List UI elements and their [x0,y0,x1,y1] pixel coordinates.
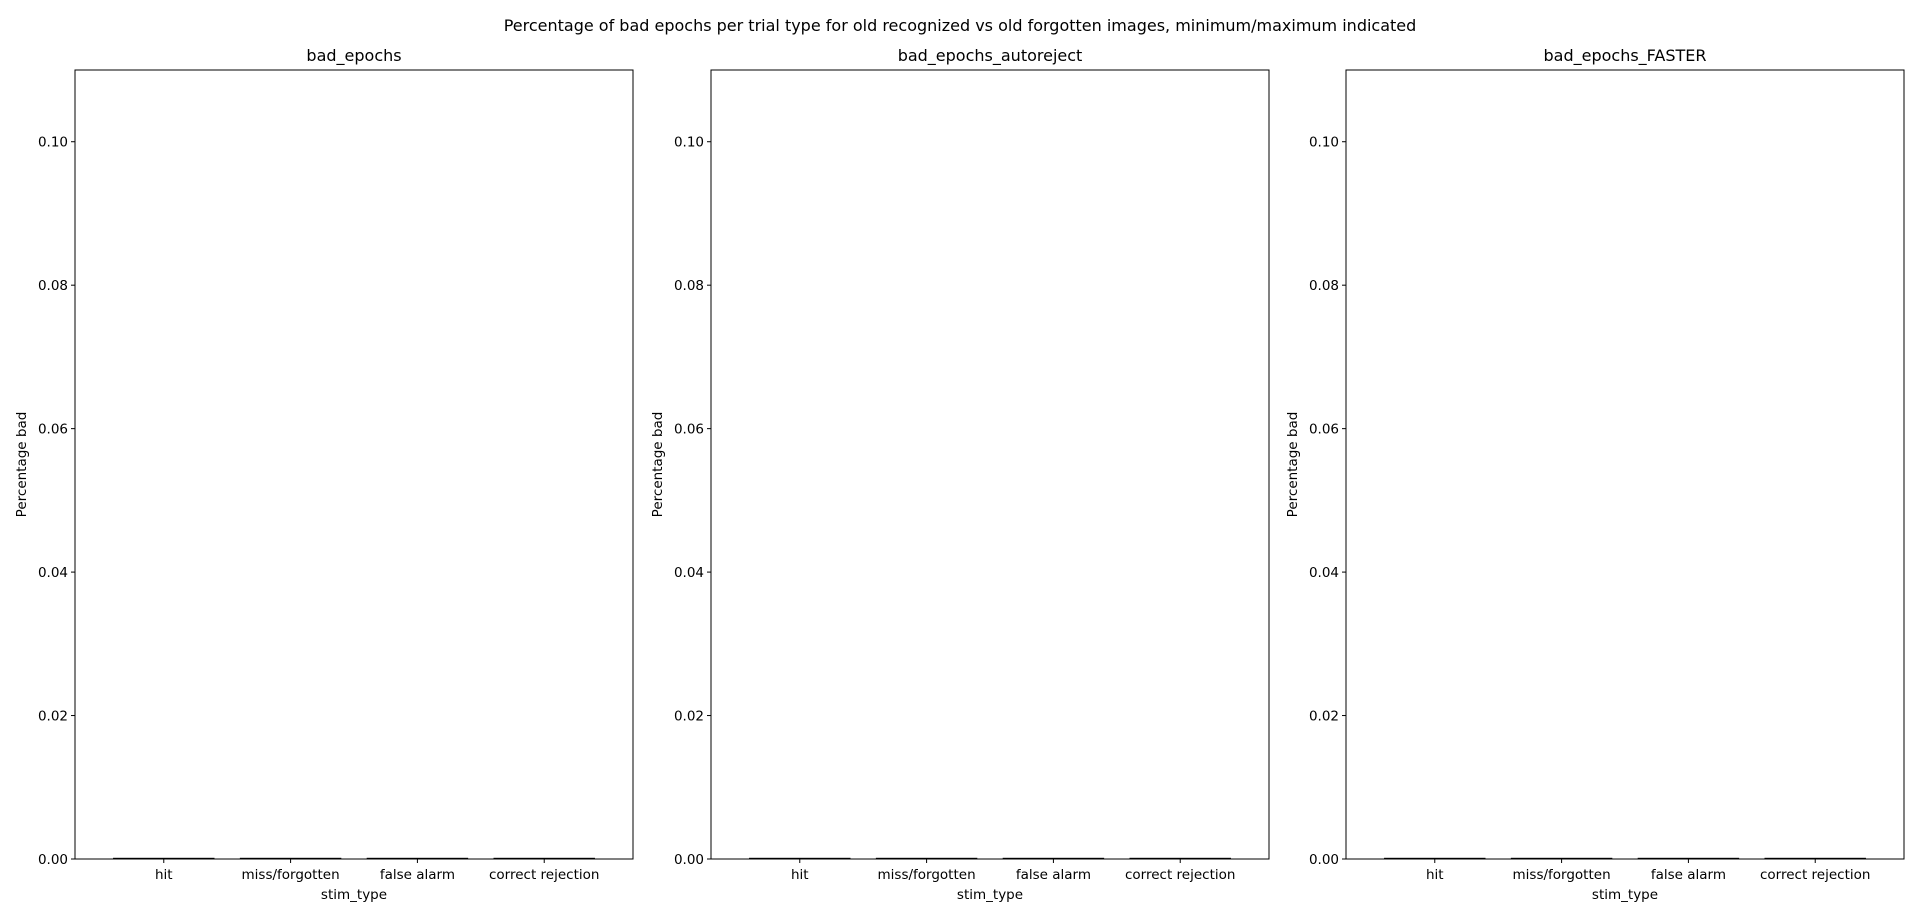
y-tick-label: 0.04 [38,565,68,581]
y-tick-label: 0.08 [674,278,704,294]
y-tick-label: 0.00 [674,852,704,868]
x-tick-label: miss/forgotten [878,867,976,883]
subplot-3: bad_epochs_FASTER 0.00 0.02 0.04 0.06 0.08 0.1… [1285,46,1905,903]
subplot-title: bad_epochs_autoreject [898,46,1083,66]
x-tick-label: hit [1426,867,1444,883]
x-tick-label: correct rejection [1760,867,1870,883]
y-axis-label: Percentage bad [650,412,666,518]
bar [113,857,215,859]
y-tick-label: 0.02 [38,709,68,725]
subplot-1: bad_epochs 0.00 0.02 0.04 0.06 0.08 0.10 hit mis… [14,46,634,903]
y-tick-label: 0.02 [1309,709,1339,725]
bar [1002,857,1105,859]
x-tick-label: false alarm [1651,867,1726,883]
x-axis-label: stim_type [1592,887,1658,903]
y-tick-label: 0.00 [1309,852,1339,868]
x-axis-label: stim_type [957,887,1023,903]
y-tick-label: 0.06 [38,422,68,438]
x-tick-label: false alarm [380,867,455,883]
subplot-2: bad_epochs_autoreject 0.00 0.02 0.04 0.06 0.0… [650,46,1270,903]
y-tick-label: 0.00 [38,852,68,868]
y-tick-label: 0.06 [674,422,704,438]
y-tick-label: 0.04 [1309,565,1339,581]
axes-frame [74,69,634,860]
x-tick-label: hit [791,867,809,883]
y-tick-label: 0.10 [38,135,68,151]
y-tick-label: 0.04 [674,565,704,581]
panels: bad_epochs 0.00 0.02 0.04 0.06 0.08 0.10 hit mis… [14,46,1905,903]
y-tick-label: 0.02 [674,709,704,725]
y-tick-label: 0.08 [1309,278,1339,294]
y-tick-label: 0.06 [1309,422,1339,438]
subplot-title: bad_epochs_FASTER [1543,46,1706,66]
bar [239,857,342,859]
bar [1384,857,1486,859]
x-tick-label: correct rejection [489,867,599,883]
bar [1764,857,1866,859]
axes-frame [1345,69,1905,860]
y-tick-label: 0.10 [1309,135,1339,151]
x-tick-label: false alarm [1016,867,1091,883]
y-axis-label: Percentage bad [1285,412,1301,518]
bar [1510,857,1613,859]
bar [1637,857,1740,859]
y-tick-label: 0.08 [38,278,68,294]
bar [366,857,469,859]
y-tick-label: 0.10 [674,135,704,151]
bar [493,857,595,859]
subplot-title: bad_epochs [306,46,401,66]
axes-frame [710,69,1270,860]
x-tick-label: correct rejection [1125,867,1235,883]
y-axis-label: Percentage bad [14,412,30,518]
figure-title: Percentage of bad epochs per trial type … [504,16,1417,35]
x-tick-label: miss/forgotten [242,867,340,883]
x-axis-label: stim_type [321,887,387,903]
bar [1129,857,1231,859]
x-tick-label: miss/forgotten [1513,867,1611,883]
bar [875,857,978,859]
bar [749,857,851,859]
x-tick-label: hit [155,867,173,883]
